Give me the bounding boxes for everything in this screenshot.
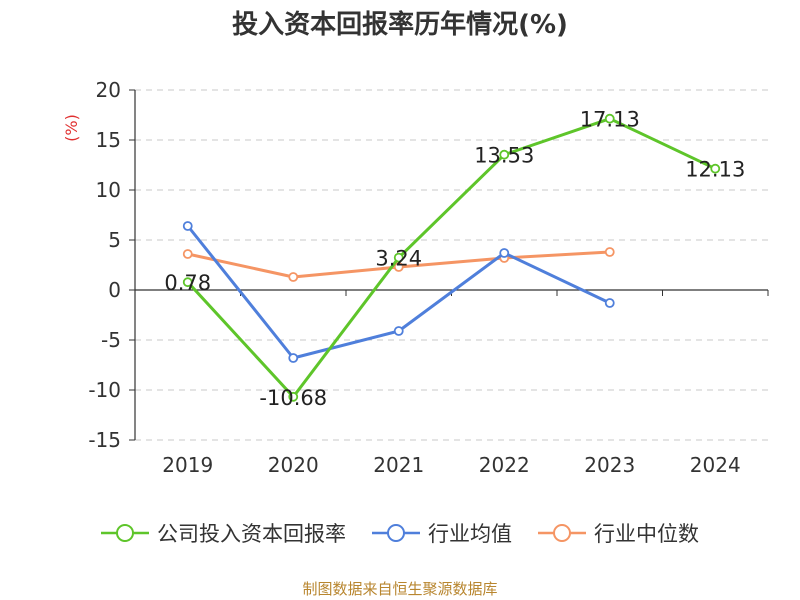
legend-item-industry-mean[interactable]: 行业均值 xyxy=(372,518,512,548)
data-label: 13.53 xyxy=(474,144,534,168)
x-tick-label: 2020 xyxy=(268,453,319,477)
x-tick-label: 2019 xyxy=(162,453,213,477)
data-point-1 xyxy=(182,221,193,231)
x-tick-label: 2021 xyxy=(373,453,424,477)
data-point-1 xyxy=(393,326,404,336)
series-line-0 xyxy=(186,117,716,399)
x-tick-label: 2022 xyxy=(479,453,530,477)
data-point-0 xyxy=(710,163,721,174)
legend-item-company[interactable]: 公司投入资本回报率 xyxy=(101,518,346,548)
y-tick-label: -15 xyxy=(88,428,121,452)
data-label: 12.13 xyxy=(685,158,745,182)
data-label: 17.13 xyxy=(580,108,640,132)
y-tick-label: 15 xyxy=(96,128,121,152)
legend-label-company: 公司投入资本回报率 xyxy=(157,522,346,546)
data-point-2 xyxy=(288,272,299,282)
data-label: 3.24 xyxy=(375,247,422,271)
legend-item-industry-median[interactable]: 行业中位数 xyxy=(538,518,699,548)
y-tick-label: 5 xyxy=(108,228,121,252)
data-point-2 xyxy=(393,262,404,272)
y-tick-label: 0 xyxy=(108,278,121,302)
legend-label-industry-mean: 行业均值 xyxy=(428,522,512,546)
data-source-note: 制图数据来自恒生聚源数据库 xyxy=(302,580,498,598)
data-point-0 xyxy=(499,149,510,160)
x-tick-label: 2023 xyxy=(584,453,635,477)
x-tick-label: 2024 xyxy=(690,453,741,477)
chart-legend: 公司投入资本回报率 行业均值 行业中位数 xyxy=(0,518,800,548)
y-axis-label: (%) xyxy=(62,114,81,142)
y-tick-label: 20 xyxy=(96,78,121,102)
data-point-0 xyxy=(288,391,299,402)
y-tick-label: -5 xyxy=(101,328,121,352)
data-label: -10.68 xyxy=(259,386,327,410)
legend-marker-industry-mean xyxy=(372,524,420,542)
data-point-2 xyxy=(182,249,193,259)
data-point-0 xyxy=(604,113,615,124)
legend-label-industry-median: 行业中位数 xyxy=(594,522,699,546)
legend-marker-company xyxy=(101,524,149,542)
data-point-1 xyxy=(604,298,615,308)
y-tick-label: 10 xyxy=(96,178,121,202)
legend-marker-industry-median xyxy=(538,524,586,542)
data-point-0 xyxy=(182,277,193,288)
data-label: 0.78 xyxy=(164,271,211,295)
chart-title: 投入资本回报率历年情况(%) xyxy=(232,10,568,40)
y-tick-label: -10 xyxy=(88,378,121,402)
data-point-2 xyxy=(604,247,615,257)
data-point-0 xyxy=(393,252,404,263)
data-point-1 xyxy=(499,248,510,258)
data-point-1 xyxy=(288,353,299,363)
